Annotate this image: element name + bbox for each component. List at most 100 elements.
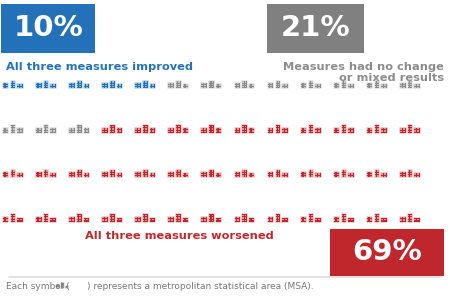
Bar (414, 216, 420, 222)
Bar (209, 217, 211, 219)
Bar (314, 216, 321, 222)
Bar (43, 131, 45, 132)
Bar (13, 131, 15, 132)
Bar (410, 126, 412, 127)
Bar (341, 169, 346, 177)
Bar (116, 172, 122, 177)
Bar (414, 130, 416, 131)
Bar (417, 173, 419, 174)
Bar (112, 171, 114, 172)
Bar (179, 173, 180, 174)
Bar (86, 131, 88, 132)
Bar (215, 83, 221, 88)
Bar (145, 175, 147, 177)
Bar (39, 87, 41, 88)
Bar (2, 128, 4, 129)
Bar (10, 84, 12, 85)
Bar (234, 216, 240, 222)
Bar (270, 128, 272, 129)
Bar (304, 217, 306, 218)
Bar (384, 85, 386, 86)
Bar (16, 216, 23, 222)
Bar (76, 215, 78, 216)
Bar (400, 176, 401, 177)
Bar (333, 87, 335, 88)
Bar (143, 215, 144, 216)
Bar (212, 128, 213, 130)
Bar (384, 174, 386, 175)
Bar (46, 175, 48, 177)
Bar (384, 87, 386, 88)
Bar (2, 85, 4, 86)
Bar (83, 128, 85, 129)
Bar (234, 176, 236, 177)
Bar (109, 128, 111, 130)
Bar (39, 128, 41, 129)
Bar (237, 85, 239, 86)
Bar (20, 84, 22, 85)
Bar (333, 216, 339, 222)
Bar (2, 220, 4, 221)
Bar (112, 126, 114, 127)
Bar (201, 131, 203, 132)
Bar (13, 220, 15, 221)
Bar (311, 220, 312, 221)
Bar (185, 174, 188, 175)
Bar (167, 216, 174, 222)
Bar (176, 217, 177, 219)
Bar (267, 220, 269, 221)
Bar (204, 176, 206, 177)
Bar (308, 213, 313, 222)
Bar (182, 127, 188, 133)
Bar (6, 220, 8, 221)
Bar (234, 126, 240, 133)
Bar (43, 81, 45, 83)
Bar (109, 213, 115, 222)
Bar (16, 127, 23, 133)
Bar (64, 286, 66, 287)
Bar (366, 171, 373, 177)
Bar (176, 169, 181, 177)
Bar (76, 213, 81, 222)
Bar (270, 172, 272, 173)
Bar (417, 174, 419, 175)
Bar (179, 171, 180, 172)
Bar (374, 171, 376, 172)
Bar (374, 131, 376, 132)
Bar (219, 173, 220, 174)
Bar (149, 219, 151, 220)
Bar (138, 85, 140, 86)
Bar (407, 175, 409, 177)
Bar (270, 85, 272, 86)
Bar (176, 124, 181, 133)
Bar (76, 128, 78, 130)
Bar (145, 126, 147, 127)
Bar (370, 85, 372, 86)
Bar (2, 171, 9, 177)
Bar (400, 131, 401, 132)
Bar (275, 171, 277, 172)
Bar (282, 174, 284, 175)
Bar (374, 84, 376, 85)
Bar (182, 172, 188, 177)
Bar (6, 217, 8, 218)
Bar (167, 171, 174, 177)
Bar (153, 85, 154, 86)
Bar (308, 171, 310, 172)
Bar (50, 174, 52, 175)
Bar (201, 220, 203, 221)
Bar (341, 80, 346, 88)
Bar (333, 126, 339, 133)
Bar (308, 131, 310, 132)
Bar (69, 128, 71, 129)
Bar (318, 176, 320, 177)
Bar (13, 217, 15, 219)
Bar (314, 172, 321, 177)
Bar (252, 130, 254, 131)
Bar (380, 127, 387, 133)
Bar (337, 128, 338, 129)
Bar (148, 216, 155, 222)
Bar (53, 84, 55, 85)
Bar (149, 131, 151, 132)
Bar (377, 84, 379, 85)
